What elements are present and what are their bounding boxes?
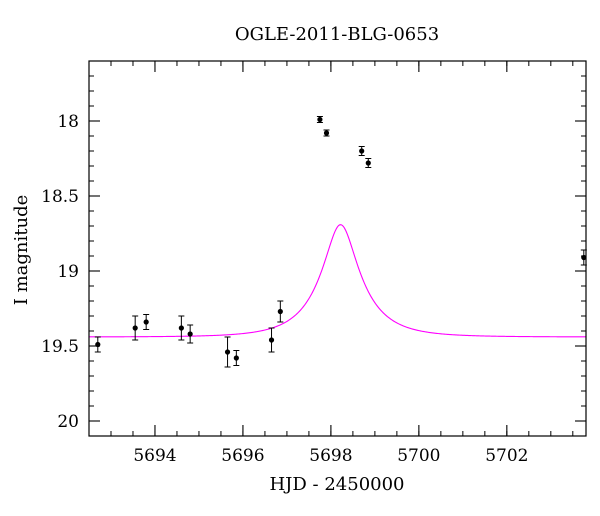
y-tick-label: 18 — [57, 112, 79, 132]
data-marker — [581, 254, 587, 261]
data-point — [316, 116, 323, 123]
x-tick-label: 5702 — [485, 446, 528, 466]
chart-title: OGLE-2011-BLG-0653 — [235, 24, 439, 45]
major-ticks — [89, 61, 586, 436]
data-point — [132, 315, 139, 341]
x-tick-label: 5698 — [309, 446, 352, 466]
x-tick-label: 5694 — [133, 446, 176, 466]
data-point — [268, 327, 275, 353]
model-curve — [88, 224, 586, 338]
x-tick-label: 5696 — [221, 446, 264, 466]
data-marker — [323, 130, 330, 136]
data-marker — [95, 341, 101, 348]
x-tick-labels: 5694 5696 5698 5700 5702 — [133, 446, 528, 466]
data-marker — [365, 160, 371, 166]
data-marker — [268, 337, 275, 343]
data-point — [187, 324, 194, 344]
plot-frame — [88, 60, 587, 437]
data-marker — [359, 148, 365, 154]
data-marker — [233, 355, 239, 361]
data-point — [233, 350, 240, 366]
data-marker — [187, 331, 193, 337]
data-point — [323, 129, 330, 137]
minor-ticks — [88, 60, 586, 437]
data-marker — [317, 116, 323, 123]
data-point — [277, 300, 284, 323]
data-point — [178, 315, 185, 341]
y-tick-labels: 18 18.5 19 19.5 20 — [41, 112, 79, 432]
y-tick-label: 20 — [57, 412, 79, 432]
data-marker — [143, 319, 149, 325]
data-points — [94, 116, 587, 368]
data-marker — [132, 325, 138, 331]
y-tick-label: 18.5 — [41, 187, 79, 207]
data-point — [143, 314, 150, 330]
y-tick-label: 19 — [57, 262, 79, 282]
data-marker — [277, 308, 283, 315]
data-marker — [178, 325, 184, 331]
data-point — [94, 336, 101, 353]
y-tick-label: 19.5 — [41, 337, 79, 357]
x-tick-label: 5700 — [397, 446, 440, 466]
x-axis-label: HJD - 2450000 — [269, 474, 404, 495]
data-marker — [224, 349, 231, 355]
y-axis-label: I magnitude — [11, 195, 32, 306]
data-point — [365, 158, 372, 168]
data-point — [224, 336, 231, 368]
data-point — [358, 146, 365, 156]
